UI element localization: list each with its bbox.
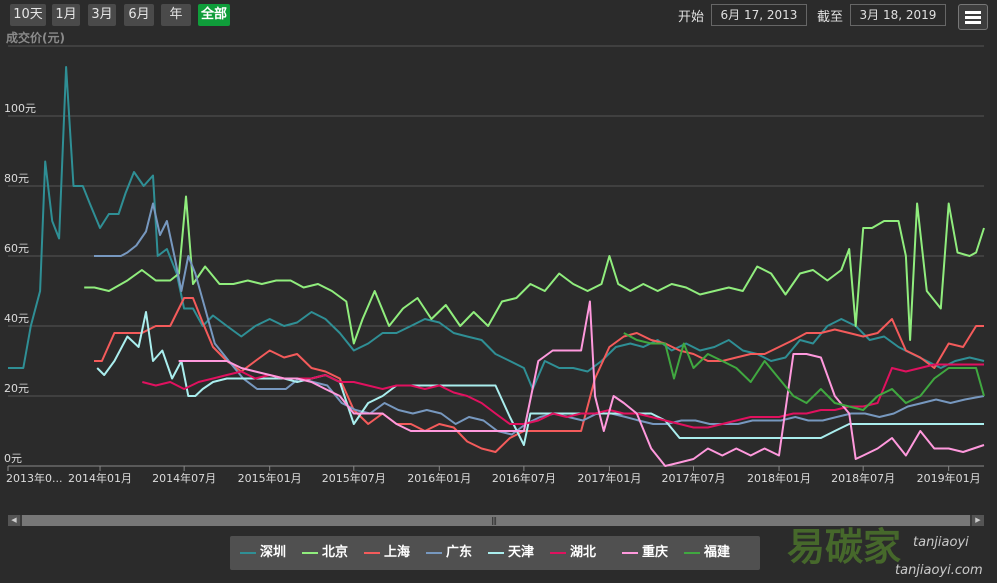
legend-swatch <box>302 552 318 554</box>
series-line-天津 <box>96 311 984 446</box>
y-axis-ticks: 0元 20元 40元 60元 80元 100元 <box>4 102 36 465</box>
y-tick-label: 40元 <box>4 312 29 325</box>
tanjiaoyi-logo: 易碳家 tanjiaoyi tanjiaoyi.com <box>787 525 983 578</box>
legend-label: 上海 <box>384 545 411 560</box>
end-date-input[interactable]: 3月 18, 2019 <box>850 4 946 26</box>
start-date-input[interactable]: 6月 17, 2013 <box>711 4 807 26</box>
y-tick-label: 100元 <box>4 102 36 115</box>
series-line-北京 <box>84 195 985 345</box>
range-button-10d[interactable]: 10天 <box>10 4 46 26</box>
legend-swatch <box>488 552 504 554</box>
legend-label: 深圳 <box>260 545 287 560</box>
legend-label: 福建 <box>704 545 731 560</box>
watermark-brand: 易碳家 <box>787 525 901 569</box>
x-tick-label: 2014年01月 <box>68 471 132 485</box>
x-tick-label: 2017年01月 <box>577 471 641 485</box>
legend-label: 北京 <box>322 545 349 560</box>
series-line-深圳 <box>8 66 985 390</box>
navigator-scrollbar[interactable] <box>22 515 970 526</box>
series-line-广东 <box>94 202 985 436</box>
chart-legend: 深圳 北京 上海 广东 天津 湖北 重庆 福建 <box>230 536 760 570</box>
series-line-重庆 <box>178 300 985 467</box>
x-tick-label: 2018年07月 <box>831 471 895 485</box>
end-date-label: 截至 <box>817 10 844 25</box>
y-tick-label: 60元 <box>4 242 29 255</box>
x-tick-label: 2018年01月 <box>747 471 811 485</box>
scroll-right-arrow-icon[interactable]: ▶ <box>972 515 984 526</box>
y-axis-title: 成交价(元) <box>6 30 65 45</box>
watermark-site-top: tanjiaoyi <box>913 535 969 550</box>
scrollbar-grip-icon[interactable]: ||| <box>491 516 497 525</box>
range-button-year[interactable]: 年 <box>161 4 191 26</box>
x-tick-label: 2015年01月 <box>238 471 302 485</box>
x-tick-label: 2013年0... <box>6 471 62 485</box>
range-button-3m[interactable]: 3月 <box>88 4 116 26</box>
x-tick-label: 2019年01月 <box>917 471 981 485</box>
start-date-label: 开始 <box>678 10 705 25</box>
legend-swatch <box>426 552 442 554</box>
x-tick-label: 2015年07月 <box>322 471 386 485</box>
range-button-1m[interactable]: 1月 <box>52 4 80 26</box>
y-tick-label: 0元 <box>4 452 22 465</box>
legend-swatch <box>684 552 700 554</box>
price-chart: 成交价(元) 0元 20元 40元 60元 80元 100元 2013年0... 2014年… <box>4 30 985 485</box>
watermark-site-bottom: tanjiaoyi.com <box>895 563 983 578</box>
series-line-上海 <box>94 297 984 453</box>
series-line-福建 <box>623 332 985 411</box>
hamburger-menu-icon[interactable] <box>958 4 988 30</box>
x-tick-label: 2017年07月 <box>662 471 726 485</box>
scroll-left-arrow-icon[interactable]: ◀ <box>8 515 20 526</box>
legend-swatch <box>240 552 256 554</box>
range-button-all[interactable]: 全部 <box>198 4 230 26</box>
y-tick-label: 20元 <box>4 382 29 395</box>
legend-label: 湖北 <box>570 545 597 560</box>
legend-swatch <box>364 552 380 554</box>
y-tick-label: 80元 <box>4 172 29 185</box>
x-axis-ticks: 2013年0... 2014年01月 2014年07月 2015年01月 2015年07… <box>6 466 981 485</box>
legend-label: 重庆 <box>642 545 669 560</box>
range-button-6m[interactable]: 6月 <box>124 4 154 26</box>
legend-swatch <box>622 552 638 554</box>
legend-label: 广东 <box>446 545 473 560</box>
legend-label: 天津 <box>508 545 535 560</box>
series-lines <box>8 66 985 467</box>
x-tick-label: 2016年07月 <box>492 471 556 485</box>
x-tick-label: 2016年01月 <box>407 471 471 485</box>
legend-swatch <box>550 552 566 554</box>
x-tick-label: 2014年07月 <box>152 471 216 485</box>
